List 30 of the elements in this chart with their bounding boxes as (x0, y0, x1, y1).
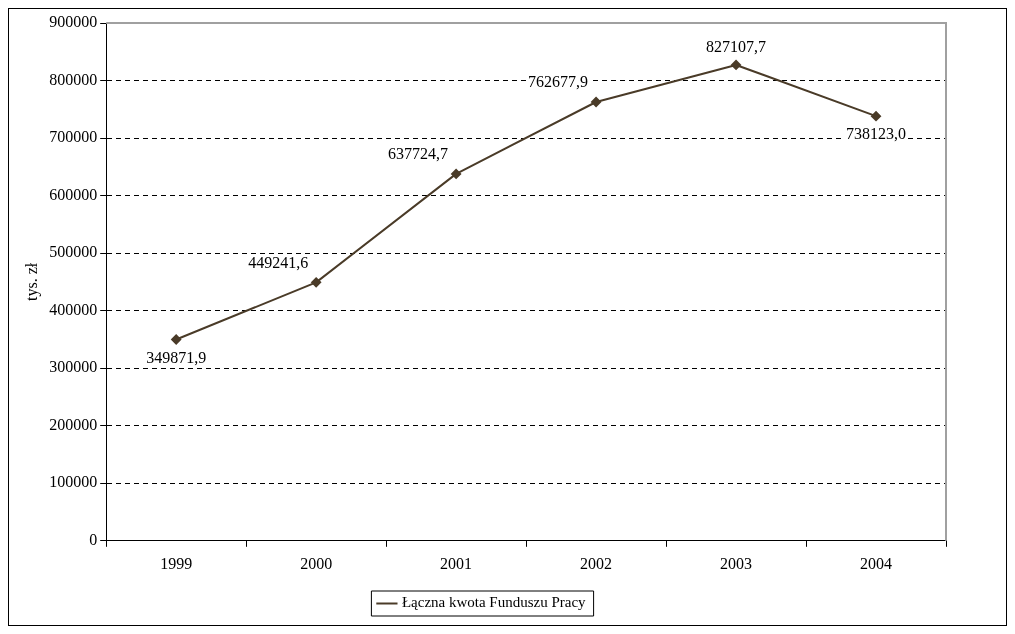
x-tick-label: 2003 (720, 554, 753, 572)
point (591, 97, 602, 108)
point (171, 334, 182, 345)
data-label: 349871,9 (146, 348, 207, 366)
data-label: 738123,0 (846, 125, 907, 143)
y-tick-label: 300000 (49, 358, 98, 376)
y-tick-label: 500000 (49, 243, 98, 261)
point (451, 168, 462, 179)
data-label: 762677,9 (528, 73, 589, 91)
x-tick-label: 1999 (160, 554, 193, 572)
point (871, 111, 882, 122)
x-tick-label: 2001 (440, 554, 473, 572)
y-tick-label: 800000 (49, 70, 98, 88)
legend-label: Łączna kwota Funduszu Pracy (401, 594, 587, 611)
y-tick-label: 900000 (49, 13, 98, 31)
x-tick-label: 2004 (860, 554, 893, 572)
y-tick-label: 400000 (49, 300, 98, 318)
y-axis-title: tys. zł (22, 262, 41, 302)
point (311, 277, 322, 288)
y-tick-label: 700000 (49, 128, 98, 146)
x-tick-label: 2000 (300, 554, 333, 572)
x-tick-label: 2002 (580, 554, 613, 572)
data-label: 637724,7 (388, 145, 449, 163)
y-tick-label: 600000 (49, 185, 98, 203)
data-label: 449241,6 (248, 253, 309, 271)
y-tick-label: 0 (89, 531, 98, 548)
y-tick-label: 100000 (49, 473, 98, 491)
y-tick-label: 200000 (49, 415, 98, 433)
data-label: 827107,7 (706, 38, 767, 56)
point (731, 59, 742, 70)
